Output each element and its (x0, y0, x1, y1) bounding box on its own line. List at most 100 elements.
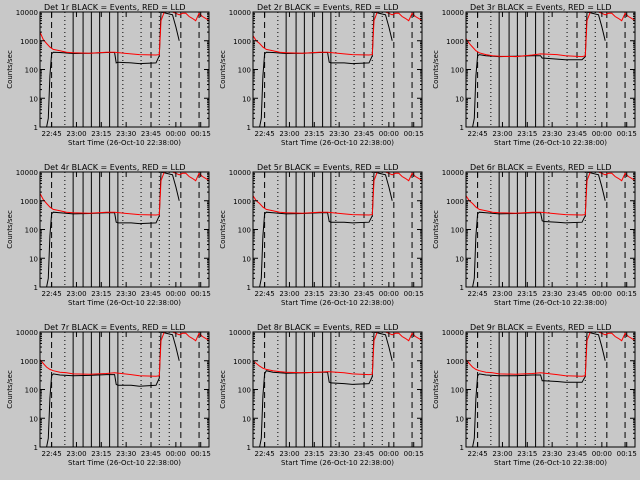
plot-frame (39, 331, 210, 448)
x-tick-label: 23:15 (517, 450, 537, 458)
x-tick-label: 23:00 (279, 450, 299, 458)
x-tick-label: 00:15 (617, 450, 637, 458)
y-tick-label: 10 (29, 95, 38, 103)
x-axis-label: Start Time (26-Oct-10 22:38:00) (281, 299, 394, 307)
plot-area (466, 12, 635, 127)
y-axis-label: Counts/sec (6, 50, 14, 89)
y-axis-label: Counts/sec (219, 370, 227, 409)
chart-title: Det 9r BLACK = Events, RED = LLD (470, 323, 612, 332)
x-tick-label: 22:45 (42, 450, 62, 458)
x-tick-label: 00:00 (592, 290, 612, 298)
y-axis-label: Counts/sec (432, 50, 440, 89)
x-tick-label: 23:00 (66, 130, 86, 138)
x-tick-label: 23:15 (517, 290, 537, 298)
plot-area (40, 12, 209, 127)
x-tick-label: 23:30 (329, 290, 349, 298)
x-tick-label: 23:00 (66, 450, 86, 458)
plot-frame (252, 11, 423, 128)
plot-area (253, 172, 422, 287)
x-tick-label: 23:45 (354, 290, 374, 298)
y-tick-label: 10 (455, 255, 464, 263)
chart-panel: Det 1r BLACK = Events, RED = LLD 1 10 100 10… (6, 3, 211, 147)
y-tick-label: 1 (460, 124, 464, 132)
x-tick-label: 23:45 (567, 290, 587, 298)
y-tick-label: 10000 (229, 169, 251, 177)
y-tick-label: 100 (238, 227, 251, 235)
x-tick-label: 00:15 (191, 450, 211, 458)
x-tick-label: 23:45 (567, 130, 587, 138)
chart-title: Det 8r BLACK = Events, RED = LLD (257, 323, 399, 332)
x-tick-label: 00:15 (404, 450, 424, 458)
x-tick-label: 23:15 (91, 290, 111, 298)
series-line-lld (40, 172, 209, 216)
y-tick-label: 1 (34, 444, 38, 452)
y-tick-label: 1 (460, 444, 464, 452)
chart-title: Det 2r BLACK = Events, RED = LLD (257, 3, 399, 12)
x-tick-label: 00:15 (191, 290, 211, 298)
x-tick-label: 22:45 (255, 450, 275, 458)
y-tick-label: 1 (34, 124, 38, 132)
x-tick-label: 22:45 (255, 290, 275, 298)
x-tick-label: 23:30 (542, 290, 562, 298)
y-tick-label: 10 (455, 415, 464, 423)
x-tick-label: 23:00 (66, 290, 86, 298)
x-tick-label: 23:45 (567, 450, 587, 458)
plot-frame (252, 171, 423, 288)
x-tick-label: 23:15 (91, 450, 111, 458)
y-tick-label: 1 (34, 284, 38, 292)
x-tick-label: 00:15 (191, 130, 211, 138)
chart-panel: Det 7r BLACK = Events, RED = LLD 1 10 100 10… (6, 323, 211, 467)
y-tick-label: 100 (25, 67, 38, 75)
y-tick-label: 10000 (442, 169, 464, 177)
y-tick-label: 100 (451, 67, 464, 75)
plot-frame (39, 11, 210, 128)
x-tick-label: 23:15 (304, 130, 324, 138)
plot-area (40, 332, 209, 447)
x-tick-label: 23:45 (141, 290, 161, 298)
x-tick-label: 23:00 (492, 130, 512, 138)
series-line-lld (466, 172, 635, 216)
x-tick-label: 23:45 (354, 450, 374, 458)
series-line-lld (253, 172, 422, 216)
x-tick-label: 23:45 (141, 130, 161, 138)
x-tick-label: 00:00 (592, 450, 612, 458)
x-tick-label: 00:00 (166, 290, 186, 298)
y-tick-label: 10 (29, 255, 38, 263)
chart-panel: Det 2r BLACK = Events, RED = LLD 1 10 100 10… (219, 3, 424, 147)
x-tick-label: 23:15 (91, 130, 111, 138)
series-line-lld (466, 12, 635, 58)
y-tick-label: 10000 (229, 329, 251, 337)
y-tick-label: 10000 (16, 9, 38, 17)
plot-frame (465, 11, 636, 128)
plot-frame (252, 331, 423, 448)
y-tick-label: 100 (451, 227, 464, 235)
series-line-lld (40, 332, 209, 377)
y-tick-label: 1000 (446, 198, 464, 206)
x-axis-label: Start Time (26-Oct-10 22:38:00) (494, 459, 607, 467)
y-tick-label: 100 (25, 387, 38, 395)
x-tick-label: 23:15 (304, 450, 324, 458)
plot-area (466, 172, 635, 287)
y-axis-label: Counts/sec (6, 370, 14, 409)
y-axis-label: Counts/sec (219, 210, 227, 249)
plot-area (253, 332, 422, 447)
series-line-lld (40, 12, 209, 56)
chart-title: Det 3r BLACK = Events, RED = LLD (470, 3, 612, 12)
plot-area (466, 332, 635, 447)
chart-panel: Det 3r BLACK = Events, RED = LLD 1 10 100 10… (432, 3, 637, 147)
x-tick-label: 00:00 (166, 130, 186, 138)
chart-panel: Det 9r BLACK = Events, RED = LLD 1 10 100 10… (432, 323, 637, 467)
x-tick-label: 23:45 (141, 450, 161, 458)
y-tick-label: 1 (247, 124, 251, 132)
x-tick-label: 22:45 (468, 130, 488, 138)
y-tick-label: 1000 (20, 38, 38, 46)
x-tick-label: 23:30 (116, 450, 136, 458)
x-tick-label: 22:45 (468, 450, 488, 458)
x-tick-label: 23:45 (354, 130, 374, 138)
y-axis-label: Counts/sec (6, 210, 14, 249)
x-tick-label: 23:30 (116, 290, 136, 298)
y-tick-label: 10 (242, 255, 251, 263)
x-tick-label: 00:00 (379, 130, 399, 138)
x-axis-label: Start Time (26-Oct-10 22:38:00) (494, 139, 607, 147)
x-tick-label: 00:00 (379, 450, 399, 458)
